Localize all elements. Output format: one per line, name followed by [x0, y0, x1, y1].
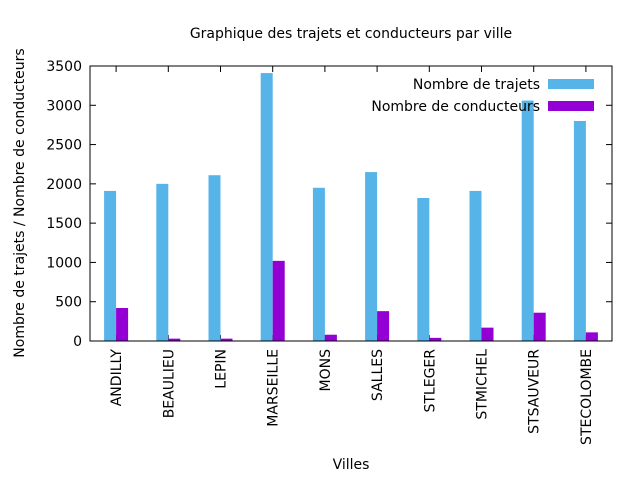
x-tick-label: ANDILLY	[109, 349, 125, 407]
plot-frame	[89, 65, 613, 342]
y-tick-label: 3500	[46, 59, 82, 75]
bar-trajets-stleger	[417, 198, 430, 341]
y-axis-label: Nombre de trajets / Nombre de conducteur…	[12, 48, 28, 357]
x-axis-label: Villes	[333, 457, 370, 473]
bar-conducteurs-stmichel	[481, 327, 494, 341]
bar-trajets-stmichel	[469, 190, 482, 341]
x-tick-label: SALLES	[370, 349, 386, 401]
bar-conducteurs-beaulieu	[168, 338, 181, 341]
chart-legend: Nombre de trajets Nombre de conducteurs	[371, 77, 594, 115]
bar-trajets-marseille	[260, 73, 273, 342]
bar-conducteurs-mons	[324, 334, 337, 341]
bar-conducteurs-lepin	[220, 338, 233, 341]
x-tick-label: MARSEILLE	[266, 349, 282, 427]
legend-swatch	[548, 79, 594, 89]
bar-conducteurs-salles	[377, 311, 390, 341]
chart-title: Graphique des trajets et conducteurs par…	[190, 26, 512, 42]
bar-trajets-lepin	[208, 175, 221, 341]
y-tick-label: 1000	[46, 255, 82, 271]
y-axis-ticks: 0 500 1000 1500 2000 2500 3000 3500	[46, 59, 612, 350]
y-tick-label: 1500	[46, 216, 82, 232]
bar-conducteurs-marseille	[272, 260, 285, 341]
x-tick-label: STMICHEL	[475, 349, 491, 420]
bar-conducteurs-stecolombe	[585, 332, 598, 341]
x-axis-ticks: ANDILLY BEAULIEU LEPIN MARSEILLE MONS SALLES S…	[109, 66, 595, 445]
x-tick-label: MONS	[318, 349, 334, 392]
bar-trajets-stsauveur	[521, 100, 534, 341]
bar-trajets-mons	[312, 187, 325, 341]
bar-trajets-beaulieu	[156, 183, 169, 341]
legend-swatch	[548, 101, 594, 111]
y-tick-label: 2500	[46, 138, 82, 154]
bar-trajets-andilly	[104, 190, 117, 341]
bar-series-group	[104, 73, 598, 342]
bar-conducteurs-stsauveur	[533, 312, 546, 341]
bar-conducteurs-stleger	[429, 337, 442, 341]
y-tick-label: 3000	[46, 98, 82, 114]
x-tick-label: STSAUVEUR	[527, 349, 543, 434]
legend-label: Nombre de conducteurs	[371, 99, 540, 115]
x-tick-label: LEPIN	[214, 349, 230, 389]
bar-trajets-stecolombe	[573, 121, 586, 341]
y-tick-label: 0	[73, 334, 82, 350]
x-tick-label: STLEGER	[422, 349, 438, 413]
y-tick-label: 500	[55, 295, 82, 311]
y-tick-label: 2000	[46, 177, 82, 193]
x-tick-label: STECOLOMBE	[579, 349, 595, 445]
bar-trajets-salles	[365, 172, 378, 341]
bar-conducteurs-andilly	[116, 308, 129, 341]
x-tick-label: BEAULIEU	[161, 349, 177, 418]
legend-label: Nombre de trajets	[413, 77, 540, 93]
